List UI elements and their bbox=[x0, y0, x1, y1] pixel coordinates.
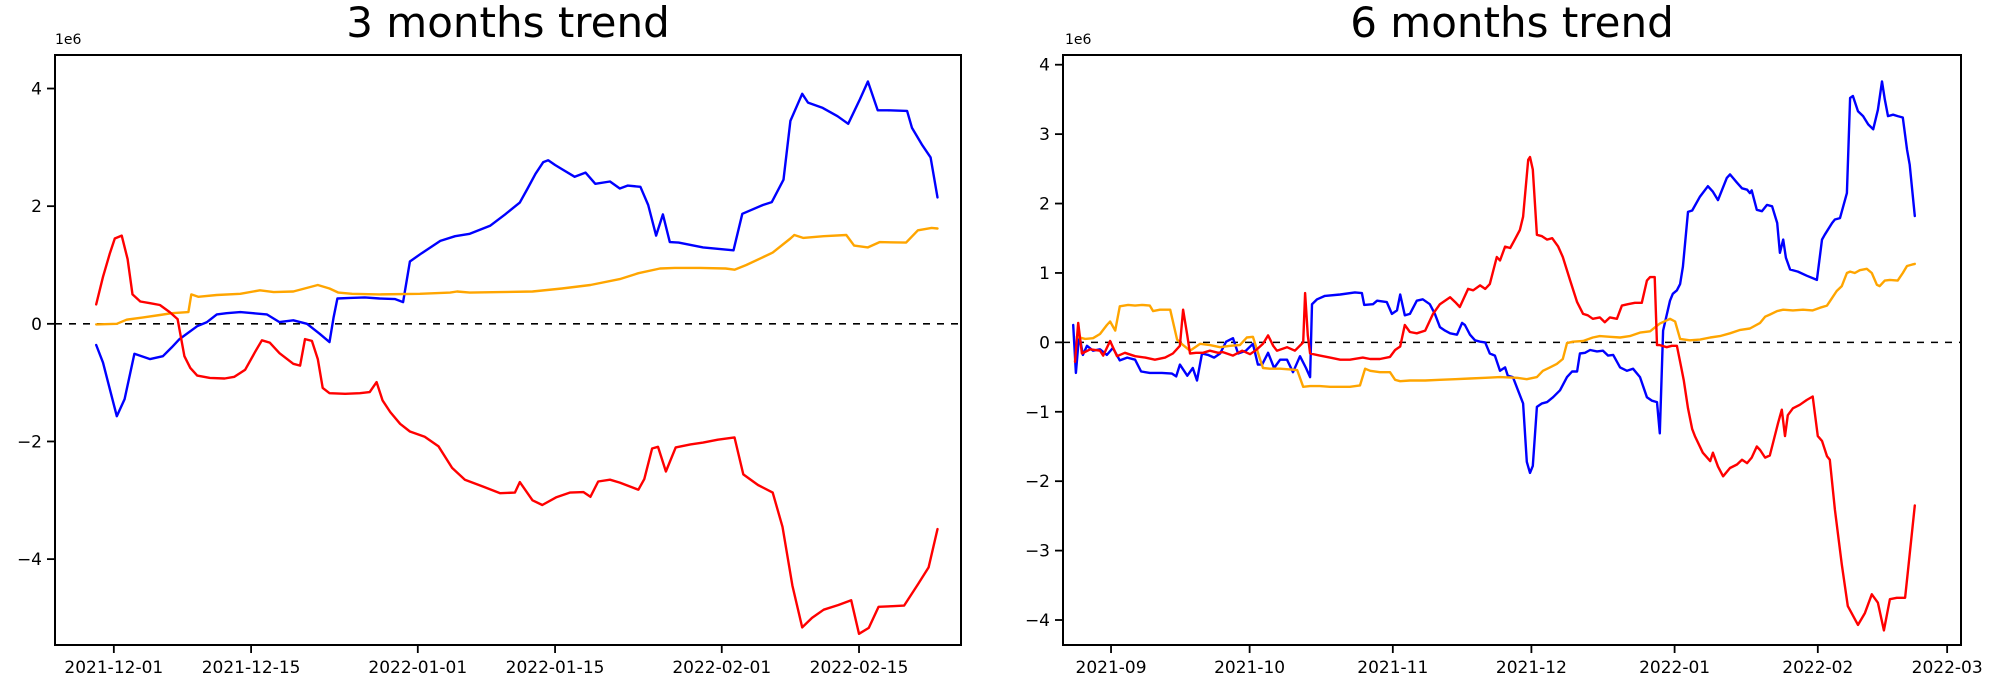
x-tick-label: 2022-01-15 bbox=[506, 658, 605, 678]
chart-panel-3-months: 2021-12-01 2021-12-15 2022-01-01 2022-01-15… bbox=[17, 0, 962, 678]
x-tick-label: 2022-02-01 bbox=[672, 658, 771, 678]
x-tick-label: 2021-12 bbox=[1496, 658, 1567, 678]
y-tick-label: −2 bbox=[1025, 472, 1050, 492]
chart-panel-6-months: 2021-09 2021-10 2021-11 2021-12 2022-01 2022-… bbox=[1000, 0, 2000, 700]
x-tick-label: 2021-12-15 bbox=[202, 658, 301, 678]
x-tick-label: 2021-12-01 bbox=[64, 658, 163, 678]
x-tick-label: 2022-01-01 bbox=[368, 658, 467, 678]
y-tick-label: −3 bbox=[1025, 542, 1050, 562]
y-tick-label: 4 bbox=[31, 80, 42, 100]
y-tick-label: −1 bbox=[1025, 403, 1050, 423]
axes-spines bbox=[1062, 54, 1962, 646]
chart-6-months-canvas: 2021-09 2021-10 2021-11 2021-12 2022-01 2022-… bbox=[1025, 54, 1983, 678]
y-tick-label: 0 bbox=[1039, 333, 1050, 353]
y-axis-offset-label-6-months: 1e6 bbox=[1065, 32, 1092, 48]
chart-title-6-months: 6 months trend bbox=[1350, 0, 1674, 47]
x-tick-label: 2022-01 bbox=[1639, 658, 1710, 678]
series-line-blue bbox=[94, 80, 939, 418]
y-tick-label: −2 bbox=[17, 432, 42, 452]
series-line-orange bbox=[1075, 262, 1916, 388]
y-tick-label: 2 bbox=[1039, 195, 1050, 215]
x-tick-label: 2021-09 bbox=[1076, 658, 1147, 678]
series-line-red bbox=[94, 234, 939, 635]
x-tick-label: 2021-11 bbox=[1357, 658, 1428, 678]
series-line-orange bbox=[94, 226, 939, 326]
chart-3-months-canvas: 2021-12-01 2021-12-15 2022-01-01 2022-01-15… bbox=[17, 54, 962, 678]
chart-title-3-months: 3 months trend bbox=[346, 0, 670, 47]
y-tick-label: −4 bbox=[1025, 611, 1050, 631]
x-tick-label: 2022-02 bbox=[1782, 658, 1853, 678]
y-tick-label: 0 bbox=[31, 315, 42, 335]
series-line-red bbox=[1073, 155, 1916, 632]
y-tick-label: 2 bbox=[31, 197, 42, 217]
x-tick-label: 2022-02-15 bbox=[810, 658, 909, 678]
y-tick-label: 3 bbox=[1039, 125, 1050, 145]
x-tick-label: 2021-10 bbox=[1214, 658, 1285, 678]
axes-spines bbox=[54, 54, 962, 646]
y-tick-label: 1 bbox=[1039, 264, 1050, 284]
y-axis-offset-label-3-months: 1e6 bbox=[55, 32, 82, 48]
x-tick-label: 2022-03 bbox=[1912, 658, 1983, 678]
y-tick-label: −4 bbox=[17, 550, 42, 570]
y-tick-label: 4 bbox=[1039, 56, 1050, 76]
series-line-blue bbox=[1071, 80, 1916, 475]
